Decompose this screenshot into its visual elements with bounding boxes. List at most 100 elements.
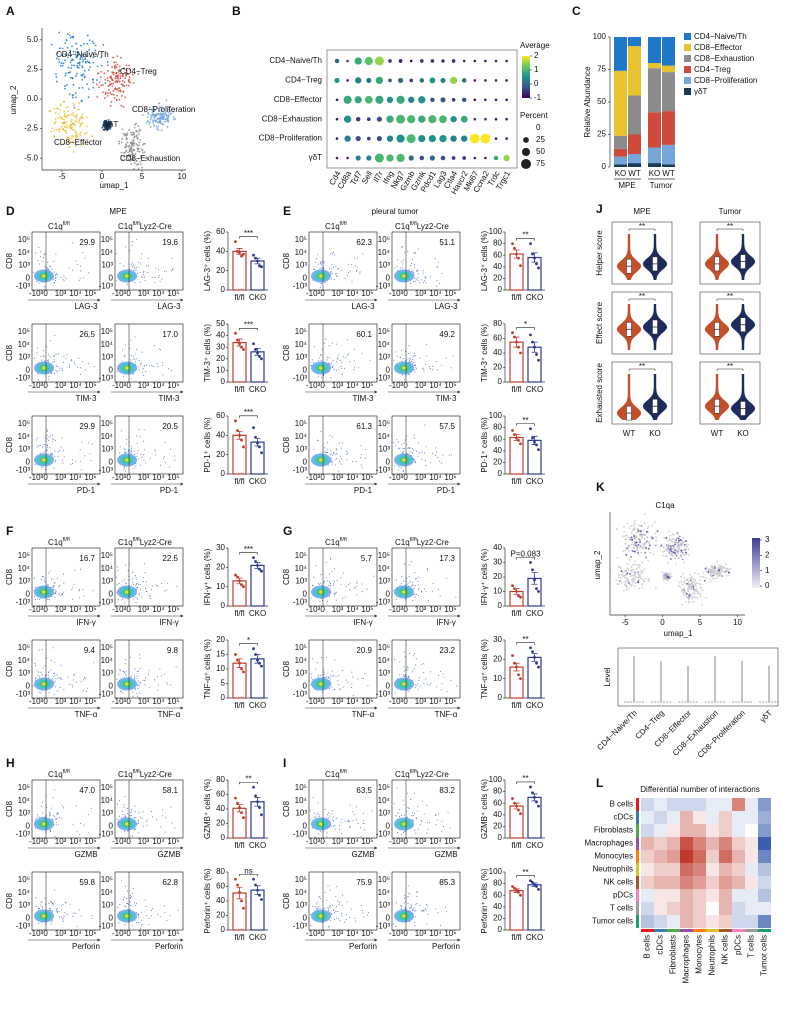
cell-dot (55, 73, 57, 75)
event-dot (412, 362, 414, 364)
event-dot (429, 276, 431, 278)
event-dot (36, 352, 38, 354)
event-dot (410, 264, 412, 266)
y-tick-label: 10 (493, 674, 502, 683)
event-dot (332, 583, 334, 585)
event-dot (133, 355, 135, 357)
event-dot (330, 454, 332, 456)
cell-dot (167, 119, 170, 122)
cell-dot (132, 142, 135, 144)
column-title: Tumor (719, 207, 742, 216)
data-point (529, 785, 532, 789)
event-dot (339, 901, 341, 903)
event-dot (124, 663, 126, 665)
gate-percent: 23.2 (439, 646, 455, 655)
dot (418, 115, 426, 123)
dot (419, 59, 424, 63)
flow-x-tick-label: 10⁵ (361, 381, 373, 390)
event-dot (417, 594, 419, 596)
event-dot (57, 366, 59, 368)
event-dot (75, 912, 77, 914)
event-dot (314, 346, 316, 348)
flow-y-label: CD8 (282, 568, 291, 585)
data-point (240, 254, 243, 258)
event-dot (120, 690, 122, 692)
flow-x-tick-label: 10⁴ (69, 289, 82, 298)
event-dot (58, 353, 60, 355)
event-dot (424, 460, 426, 462)
event-dot (447, 812, 449, 814)
cell-dot (131, 73, 134, 76)
event-dot (51, 910, 53, 912)
cell-dot (152, 122, 155, 124)
event-dot (139, 436, 141, 438)
cell-dot (153, 119, 156, 122)
flow-y-tick-label: 0 (303, 822, 308, 831)
data-point (511, 584, 514, 588)
data-point (236, 801, 239, 805)
event-dot (169, 448, 171, 450)
event-dot (47, 354, 49, 356)
data-point (515, 252, 518, 256)
y-axis-title: IFN-γ⁺ cells (%) (480, 548, 489, 605)
event-dot (142, 581, 144, 583)
cell-dot (102, 91, 105, 94)
event-dot (346, 914, 348, 916)
y-tick-label: 0 (221, 833, 226, 842)
event-dot (320, 574, 322, 576)
event-dot (404, 379, 406, 381)
event-dot (41, 906, 43, 908)
y-axis-title: TIM-3⁺ cells (%) (203, 324, 212, 382)
event-dot (60, 593, 62, 595)
cell-dot (137, 125, 140, 127)
cell-dot (137, 73, 140, 75)
bar-segment (662, 144, 675, 165)
event-dot (345, 679, 347, 681)
flow-x-tick-label: 10⁴ (429, 381, 442, 390)
event-dot (167, 582, 169, 584)
flow-y-tick-label: 10⁵ (378, 419, 390, 428)
event-dot (439, 595, 441, 597)
cell-dot (154, 120, 157, 123)
event-dot (330, 268, 332, 270)
event-dot (69, 903, 71, 905)
cell-dot (79, 143, 82, 146)
flow-x-tick-label: 10⁵ (361, 473, 373, 482)
event-dot (61, 459, 63, 461)
event-dot (39, 452, 41, 454)
event-dot (341, 915, 343, 917)
event-dot (129, 348, 131, 350)
cell-dot (68, 146, 71, 149)
event-dot (47, 446, 49, 448)
cell-dot (64, 42, 67, 45)
cell-dot (121, 73, 124, 76)
dot (346, 59, 349, 63)
event-dot (327, 580, 329, 582)
x-tick-label: fl/fl (234, 609, 244, 618)
event-dot (81, 441, 83, 443)
cell-dot (121, 80, 124, 82)
event-dot (135, 361, 137, 363)
y-tick-label: 20 (493, 654, 502, 663)
dot (376, 116, 382, 122)
event-dot (70, 360, 72, 362)
event-dot (329, 557, 331, 559)
cell-dot (121, 95, 123, 97)
event-dot (408, 373, 410, 375)
event-dot (51, 441, 53, 443)
event-dot (131, 244, 133, 246)
cell-dot (60, 62, 63, 64)
event-dot (156, 689, 158, 691)
event-dot (422, 800, 424, 802)
cell-dot (57, 107, 59, 110)
cell-dot (137, 168, 140, 170)
event-dot (43, 356, 45, 358)
event-dot (34, 596, 36, 598)
event-dot (47, 598, 49, 600)
event-dot (395, 902, 397, 904)
colorbar (522, 56, 530, 98)
cell-dot (147, 112, 149, 114)
significance: P=0.083 (510, 550, 541, 559)
event-dot (329, 905, 331, 907)
gene-name: C1q (118, 222, 133, 231)
